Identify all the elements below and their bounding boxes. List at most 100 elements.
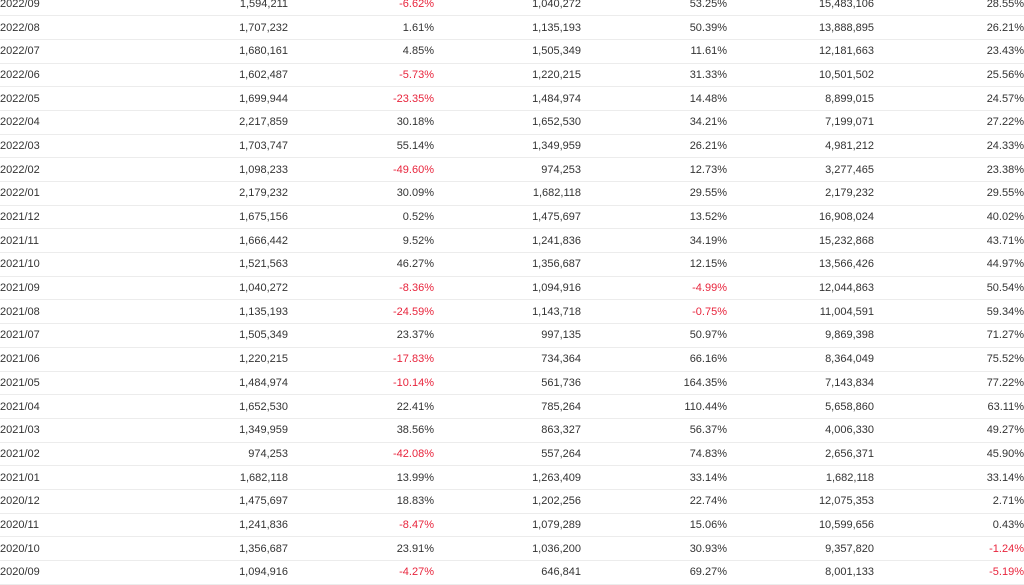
month-cell: 2021/04	[0, 394, 140, 419]
cumulative-yoy-cell: 25.56%	[874, 63, 1024, 88]
cumulative-yoy-cell: 43.71%	[874, 228, 1024, 254]
mom-change-cell: 9.52%	[288, 228, 434, 254]
sales-cell: 1,040,272	[140, 276, 288, 301]
sales-cell: 1,521,563	[140, 252, 288, 277]
cumulative-yoy-cell: 45.90%	[874, 442, 1024, 467]
yoy-change-cell: 33.14%	[581, 465, 727, 490]
month-cell: 2021/06	[0, 347, 140, 372]
sales-cell: 1,703,747	[140, 134, 288, 159]
cumulative-sales-cell: 2,179,232	[727, 181, 874, 206]
yoy-change-cell: 12.15%	[581, 252, 727, 277]
cumulative-yoy-cell: -1.24%	[874, 536, 1024, 561]
last-year-sales-cell: 1,079,289	[434, 513, 581, 538]
mom-change-cell: -4.27%	[288, 560, 434, 585]
last-year-sales-cell: 1,241,836	[434, 228, 581, 254]
cumulative-yoy-cell: 0.43%	[874, 513, 1024, 538]
yoy-change-cell: 31.33%	[581, 63, 727, 88]
month-cell: 2020/09	[0, 560, 140, 585]
sales-cell: 1,475,697	[140, 489, 288, 514]
mom-change-cell: -5.73%	[288, 63, 434, 88]
last-year-sales-cell: 1,036,200	[434, 536, 581, 561]
cumulative-yoy-cell: 24.57%	[874, 86, 1024, 111]
last-year-sales-cell: 1,263,409	[434, 465, 581, 490]
cumulative-yoy-cell: 50.54%	[874, 276, 1024, 301]
month-cell: 2022/07	[0, 39, 140, 64]
mom-change-cell: -6.62%	[288, 0, 434, 17]
cumulative-sales-cell: 12,075,353	[727, 489, 874, 514]
cumulative-sales-cell: 11,004,591	[727, 299, 874, 325]
month-cell: 2021/12	[0, 205, 140, 230]
table-row: 2021/10 1,521,563 46.27% 1,356,687 12.15% 13,…	[0, 252, 1024, 277]
table-row: 2022/09 1,594,211 -6.62% 1,040,272 53.25% 15,…	[0, 0, 1024, 17]
month-cell: 2022/06	[0, 63, 140, 88]
yoy-change-cell: 50.39%	[581, 15, 727, 40]
mom-change-cell: -23.35%	[288, 86, 434, 111]
cumulative-yoy-cell: 40.02%	[874, 205, 1024, 230]
cumulative-sales-cell: 13,566,426	[727, 252, 874, 277]
sales-cell: 1,602,487	[140, 63, 288, 88]
cumulative-sales-cell: 15,232,868	[727, 228, 874, 254]
last-year-sales-cell: 646,841	[434, 560, 581, 585]
table-row: 2020/10 1,356,687 23.91% 1,036,200 30.93% 9,3…	[0, 536, 1024, 561]
table-row: 2020/09 1,094,916 -4.27% 646,841 69.27% 8,001…	[0, 560, 1024, 585]
last-year-sales-cell: 1,505,349	[434, 39, 581, 64]
yoy-change-cell: 12.73%	[581, 157, 727, 182]
yoy-change-cell: 26.21%	[581, 134, 727, 159]
table-row: 2021/01 1,682,118 13.99% 1,263,409 33.14% 1,6…	[0, 465, 1024, 490]
table-row: 2022/01 2,179,232 30.09% 1,682,118 29.55% 2,1…	[0, 181, 1024, 206]
cumulative-yoy-cell: 63.11%	[874, 394, 1024, 419]
table-row: 2022/07 1,680,161 4.85% 1,505,349 11.61% 12,1…	[0, 39, 1024, 64]
month-cell: 2021/11	[0, 228, 140, 254]
cumulative-yoy-cell: 29.55%	[874, 181, 1024, 206]
month-cell: 2022/02	[0, 157, 140, 182]
yoy-change-cell: 29.55%	[581, 181, 727, 206]
table-row: 2022/04 2,217,859 30.18% 1,652,530 34.21% 7,1…	[0, 110, 1024, 135]
sales-cell: 1,484,974	[140, 371, 288, 396]
last-year-sales-cell: 1,349,959	[434, 134, 581, 159]
last-year-sales-cell: 1,202,256	[434, 489, 581, 514]
sales-cell: 1,707,232	[140, 15, 288, 40]
yoy-change-cell: 110.44%	[581, 394, 727, 419]
last-year-sales-cell: 1,135,193	[434, 15, 581, 40]
cumulative-yoy-cell: 59.34%	[874, 299, 1024, 325]
sales-cell: 1,349,959	[140, 418, 288, 443]
mom-change-cell: 30.18%	[288, 110, 434, 135]
mom-change-cell: 4.85%	[288, 39, 434, 64]
last-year-sales-cell: 997,135	[434, 323, 581, 348]
mom-change-cell: 38.56%	[288, 418, 434, 443]
month-cell: 2022/03	[0, 134, 140, 159]
cumulative-yoy-cell: 27.22%	[874, 110, 1024, 135]
sales-cell: 1,241,836	[140, 513, 288, 538]
yoy-change-cell: 56.37%	[581, 418, 727, 443]
month-cell: 2021/08	[0, 299, 140, 325]
yoy-change-cell: 34.19%	[581, 228, 727, 254]
yoy-change-cell: 34.21%	[581, 110, 727, 135]
sales-cell: 1,594,211	[140, 0, 288, 17]
last-year-sales-cell: 1,040,272	[434, 0, 581, 17]
mom-change-cell: 18.83%	[288, 489, 434, 514]
cumulative-sales-cell: 4,981,212	[727, 134, 874, 159]
sales-cell: 1,699,944	[140, 86, 288, 111]
sales-cell: 1,135,193	[140, 299, 288, 325]
month-cell: 2020/11	[0, 513, 140, 538]
yoy-change-cell: 11.61%	[581, 39, 727, 64]
table-row: 2020/12 1,475,697 18.83% 1,202,256 22.74% 12,…	[0, 489, 1024, 514]
yoy-change-cell: 22.74%	[581, 489, 727, 514]
sales-cell: 1,652,530	[140, 394, 288, 419]
mom-change-cell: 30.09%	[288, 181, 434, 206]
mom-change-cell: 13.99%	[288, 465, 434, 490]
table-row: 2021/02 974,253 -42.08% 557,264 74.83% 2,656,…	[0, 442, 1024, 467]
sales-cell: 2,179,232	[140, 181, 288, 206]
mom-change-cell: 23.37%	[288, 323, 434, 348]
month-cell: 2020/12	[0, 489, 140, 514]
last-year-sales-cell: 785,264	[434, 394, 581, 419]
last-year-sales-cell: 1,094,916	[434, 276, 581, 301]
last-year-sales-cell: 1,682,118	[434, 181, 581, 206]
last-year-sales-cell: 734,364	[434, 347, 581, 372]
month-cell: 2020/10	[0, 536, 140, 561]
sales-cell: 1,098,233	[140, 157, 288, 182]
sales-cell: 1,094,916	[140, 560, 288, 585]
cumulative-sales-cell: 8,899,015	[727, 86, 874, 111]
